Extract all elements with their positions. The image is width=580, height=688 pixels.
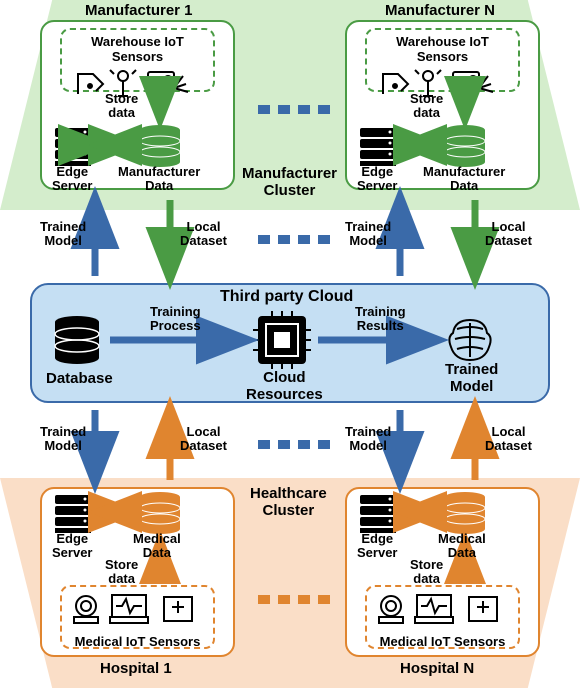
hospital1-title: Hospital 1	[100, 660, 172, 677]
medical-label: Medical IoT Sensors	[373, 634, 512, 649]
warehouse-label: Warehouse IoT Sensors	[373, 34, 512, 64]
ellipsis-bot	[258, 595, 330, 604]
store-data-hn: Store data	[410, 558, 443, 585]
database-label: Database	[46, 370, 113, 387]
medical-data-1: Medical Data	[133, 532, 181, 561]
training-results: Training Results	[355, 305, 406, 334]
medical-sensors-n: Medical IoT Sensors	[365, 585, 520, 649]
training-process: Training Process	[150, 305, 201, 334]
mfr-data-n: Manufacturer Data	[423, 165, 505, 194]
mfr1-title: Manufacturer 1	[85, 2, 193, 19]
edge-server-hn: Edge Server	[357, 532, 397, 561]
trained-model-node: Trained Model	[445, 362, 498, 395]
store-data-n: Store data	[410, 92, 443, 121]
local-dataset-tr: Local Dataset	[485, 220, 532, 249]
warehouse-sensors-1: Warehouse IoT Sensors	[60, 28, 215, 92]
cloud-resources: Cloud Resources	[246, 370, 323, 403]
edge-server-1: Edge Server	[52, 165, 92, 194]
store-data-1: Store data	[105, 92, 138, 121]
trained-model-tl: Trained Model	[40, 220, 86, 249]
trained-model-tr: Trained Model	[345, 220, 391, 249]
medical-data-n: Medical Data	[438, 532, 486, 561]
ellipsis-top	[258, 105, 330, 114]
ellipsis-mid-top	[258, 235, 330, 244]
hospitaln-title: Hospital N	[400, 660, 474, 677]
medical-icons	[373, 591, 513, 629]
healthcare-cluster: Healthcare Cluster	[250, 485, 327, 520]
edge-server-n: Edge Server	[357, 165, 397, 194]
medical-icons	[68, 591, 208, 629]
local-dataset-bl: Local Dataset	[180, 425, 227, 454]
local-dataset-br: Local Dataset	[485, 425, 532, 454]
medical-label: Medical IoT Sensors	[68, 634, 207, 649]
ellipsis-mid-bot	[258, 440, 330, 449]
edge-server-h1: Edge Server	[52, 532, 92, 561]
third-party-cloud: Third party Cloud	[220, 288, 353, 306]
store-data-h1: Store data	[105, 558, 138, 585]
warehouse-label: Warehouse IoT Sensors	[68, 34, 207, 64]
mfr-data-1: Manufacturer Data	[118, 165, 200, 194]
medical-sensors-1: Medical IoT Sensors	[60, 585, 215, 649]
trained-model-br: Trained Model	[345, 425, 391, 454]
warehouse-sensors-n: Warehouse IoT Sensors	[365, 28, 520, 92]
local-dataset-tl: Local Dataset	[180, 220, 227, 249]
mfrn-title: Manufacturer N	[385, 2, 495, 19]
mfr-cluster: Manufacturer Cluster	[242, 165, 337, 200]
trained-model-bl: Trained Model	[40, 425, 86, 454]
